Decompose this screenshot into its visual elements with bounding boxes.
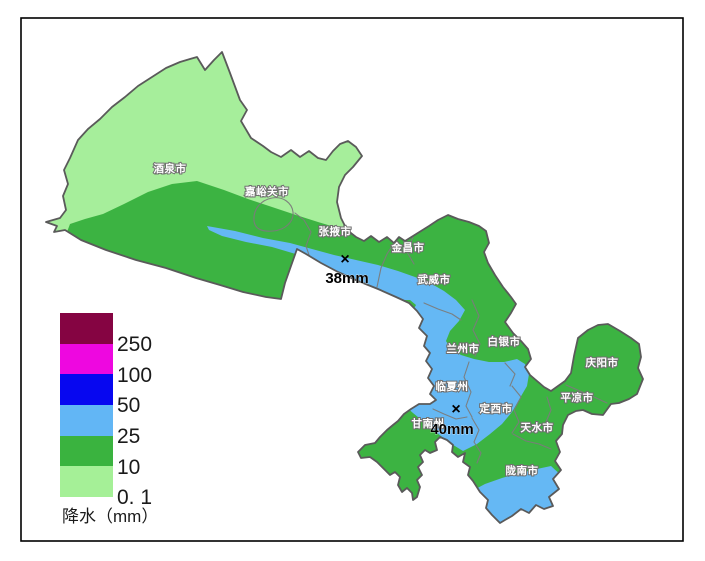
legend-label-100: 100	[117, 364, 152, 387]
border-tianshui-longnan	[512, 433, 552, 450]
city-label-linxia: 临夏州	[436, 380, 469, 393]
station-value-40mm: 40mm	[430, 421, 473, 438]
legend-swatch-10	[60, 436, 113, 466]
station-x-icon: ×	[451, 401, 460, 418]
legend-label-250: 250	[117, 333, 152, 356]
border-zhangye-wuwei	[376, 242, 395, 288]
city-label-lanzhou: 兰州市	[447, 342, 480, 355]
border-jiayuguan	[253, 197, 294, 232]
border-pingliang-tianshui	[545, 396, 552, 423]
prefecture-borders	[253, 197, 608, 464]
legend-label-10: 10	[117, 456, 140, 479]
border-linxia-gannan	[432, 408, 468, 420]
city-label-zhangye: 张掖市	[319, 225, 352, 238]
city-labels: 酒泉市 嘉峪关市 张掖市 金昌市 武威市 兰州市 白银市 临夏州 定西市 天水市…	[153, 161, 620, 478]
city-label-longnan: 陇南市	[506, 464, 539, 477]
legend-swatch-100	[60, 344, 113, 374]
station-value-38mm: 38mm	[325, 270, 368, 287]
city-label-jiayuguan: 嘉峪关市	[244, 185, 289, 198]
station-markers: × 38mm × 40mm	[325, 251, 474, 438]
station-x-icon: ×	[340, 251, 349, 268]
border-jiuquan-zhangye	[294, 212, 312, 259]
legend-swatch-0.1	[60, 466, 113, 497]
city-label-jiuquan: 酒泉市	[154, 162, 187, 175]
legend-swatch-25	[60, 405, 113, 436]
border-lanzhou-baiyin	[471, 299, 481, 357]
city-label-baiyin: 白银市	[488, 335, 521, 348]
legend-swatch-250	[60, 313, 113, 344]
border-baiyin-dingxi	[504, 362, 516, 387]
city-label-tianshui: 天水市	[521, 421, 554, 434]
city-label-gannan: 甘南州	[412, 417, 445, 430]
city-label-pingliang: 平凉市	[561, 391, 594, 404]
border-gannan-longnan	[471, 417, 482, 464]
city-label-dingxi: 定西市	[479, 402, 513, 415]
region-precip-25-50-corridor	[207, 226, 529, 451]
city-label-wuwei: 武威市	[418, 273, 451, 286]
legend-title: 降水（mm）	[62, 507, 158, 526]
city-label-qingyang: 庆阳市	[585, 356, 619, 369]
border-wuwei-lanzhou	[423, 302, 462, 321]
border-jinchang-wuwei	[406, 236, 415, 265]
legend-label-25: 25	[117, 425, 140, 448]
border-dingxi-tianshui	[511, 385, 522, 434]
legend-swatch-50	[60, 374, 113, 405]
legend-label-0.1: 0. 1	[117, 486, 152, 509]
legend: 250 100 50 25 10 0. 1 降水（mm）	[60, 313, 158, 526]
border-linxia-dingxi	[463, 361, 473, 418]
province-outline	[45, 51, 644, 524]
city-label-jinchang: 金昌市	[391, 241, 425, 254]
legend-label-50: 50	[117, 394, 140, 417]
border-pingliang-qingyang	[565, 384, 608, 404]
